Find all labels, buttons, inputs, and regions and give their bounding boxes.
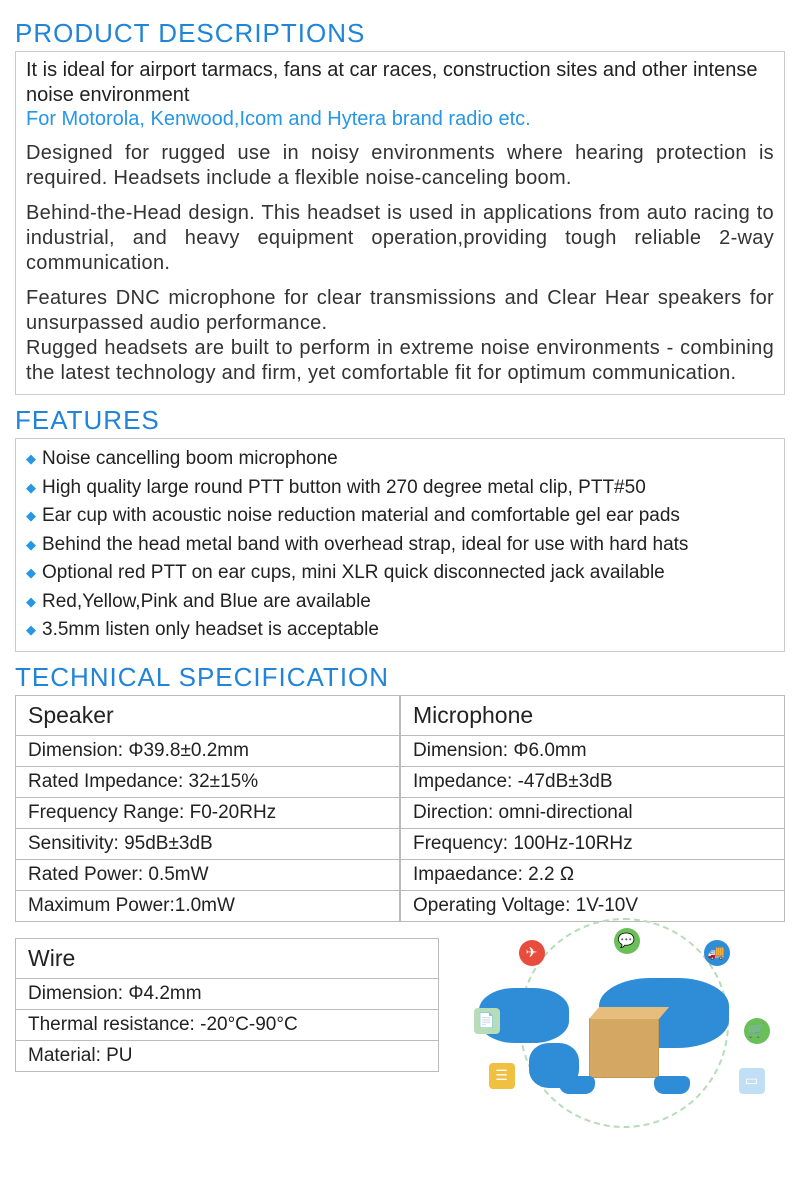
tag-icon: ▭ [739,1068,765,1094]
feature-text: High quality large round PTT button with… [42,474,646,503]
bullet-icon: ◆ [26,502,36,530]
features-box: ◆Noise cancelling boom microphone ◆High … [15,438,785,652]
feature-text: 3.5mm listen only headset is acceptable [42,616,379,645]
spec-cell: Dimension: Φ39.8±0.2mm [16,735,400,766]
spec-tables-row1: Speaker Dimension: Φ39.8±0.2mm Rated Imp… [15,695,785,922]
spec-cell: Operating Voltage: 1V-10V [401,890,785,921]
truck-icon: 🚚 [704,940,730,966]
bullet-icon: ◆ [26,531,36,559]
list-icon: ☰ [489,1063,515,1089]
description-brand-line: For Motorola, Kenwood,Icom and Hytera br… [26,108,774,131]
feature-item: ◆Behind the head metal band with overhea… [26,531,774,560]
spec-cell: Frequency Range: F0-20RHz [16,797,400,828]
spec-cell: Direction: omni-directional [401,797,785,828]
spec-cell: Impedance: -47dB±3dB [401,766,785,797]
wire-table: Wire Dimension: Φ4.2mm Thermal resistanc… [15,938,439,1072]
chat-icon: 💬 [614,928,640,954]
feature-item: ◆Ear cup with acoustic noise reduction m… [26,502,774,531]
feature-item: ◆3.5mm listen only headset is acceptable [26,616,774,645]
spec-cell: Sensitivity: 95dB±3dB [16,828,400,859]
spec-cell: Rated Power: 0.5mW [16,859,400,890]
shipping-graphic: ✈ 💬 🚚 📄 🛒 ☰ ▭ [459,938,786,1098]
feature-text: Noise cancelling boom microphone [42,445,338,474]
product-descriptions-box: It is ideal for airport tarmacs, fans at… [15,51,785,395]
wire-header: Wire [16,938,439,978]
technical-specification-title: TECHNICAL SPECIFICATION [15,662,785,693]
hand-left-icon [559,1076,595,1094]
bullet-icon: ◆ [26,559,36,587]
bullet-icon: ◆ [26,588,36,616]
feature-item: ◆Noise cancelling boom microphone [26,445,774,474]
microphone-table: Microphone Dimension: Φ6.0mm Impedance: … [400,695,785,922]
description-intro: It is ideal for airport tarmacs, fans at… [26,58,774,108]
speaker-header: Speaker [16,695,400,735]
spec-cell: Rated Impedance: 32±15% [16,766,400,797]
bottom-row: Wire Dimension: Φ4.2mm Thermal resistanc… [15,938,785,1098]
description-paragraph: Features DNC microphone for clear transm… [26,286,774,336]
spec-cell: Dimension: Φ6.0mm [401,735,785,766]
description-paragraph: Behind-the-Head design. This headset is … [26,201,774,276]
microphone-header: Microphone [401,695,785,735]
spec-cell: Frequency: 100Hz-10RHz [401,828,785,859]
feature-text: Red,Yellow,Pink and Blue are available [42,588,371,617]
spec-cell: Material: PU [16,1040,439,1071]
spec-cell: Impaedance: 2.2 Ω [401,859,785,890]
package-box-icon [589,1018,659,1078]
feature-item: ◆High quality large round PTT button wit… [26,474,774,503]
feature-text: Optional red PTT on ear cups, mini XLR q… [42,559,665,588]
bullet-icon: ◆ [26,616,36,644]
spec-cell: Dimension: Φ4.2mm [16,978,439,1009]
bullet-icon: ◆ [26,474,36,502]
bullet-icon: ◆ [26,445,36,473]
description-paragraph: Rugged headsets are built to perform in … [26,336,774,386]
product-descriptions-title: PRODUCT DESCRIPTIONS [15,18,785,49]
feature-text: Ear cup with acoustic noise reduction ma… [42,502,680,531]
feature-item: ◆Red,Yellow,Pink and Blue are available [26,588,774,617]
spec-cell: Maximum Power:1.0mW [16,890,400,921]
speaker-table: Speaker Dimension: Φ39.8±0.2mm Rated Imp… [15,695,400,922]
cart-icon: 🛒 [744,1018,770,1044]
plane-icon: ✈ [519,940,545,966]
hand-right-icon [654,1076,690,1094]
features-title: FEATURES [15,405,785,436]
feature-text: Behind the head metal band with overhead… [42,531,688,560]
description-paragraph: Designed for rugged use in noisy environ… [26,141,774,191]
doc-icon: 📄 [474,1008,500,1034]
spec-cell: Thermal resistance: -20°C-90°C [16,1009,439,1040]
feature-item: ◆Optional red PTT on ear cups, mini XLR … [26,559,774,588]
